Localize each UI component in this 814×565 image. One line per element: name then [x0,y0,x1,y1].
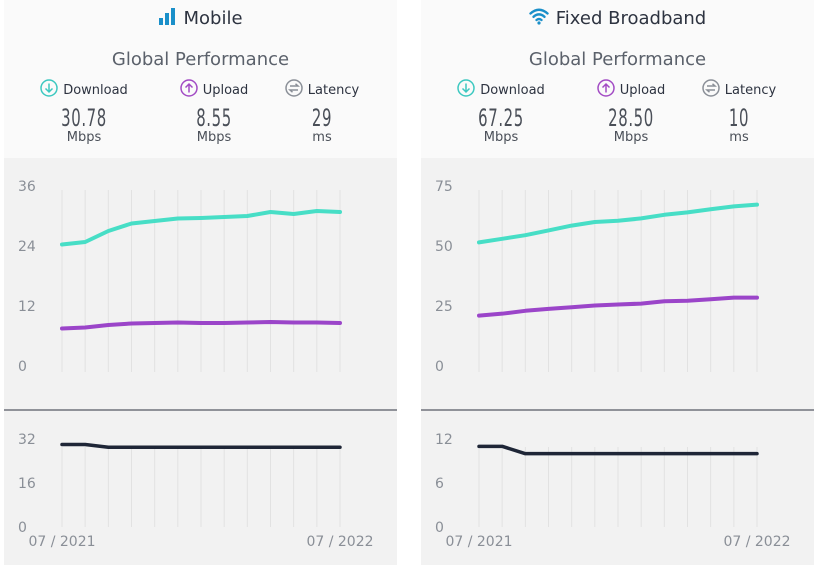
fixed-title: Fixed Broadband [421,5,814,31]
fixed-download-metric: Download 67.25 Mbps [441,79,561,145]
y-tick-label: 25 [435,299,453,315]
mobile-latency-metric: Latency 29 ms [262,79,382,145]
fixed-chart: 0 25 50 75 0 6 12 07 / 2021 07 / 2022 [421,179,814,550]
upload-value: 8.55 [196,104,232,132]
download-label: Download [480,82,545,98]
upload-series-line [60,320,342,331]
y-tick-label: 0 [18,520,27,536]
upload-label: Upload [202,82,249,98]
x-date-label-end: 07 / 2022 [723,534,790,550]
latency-label: Latency [307,82,360,98]
y-tick-label: 12 [18,299,36,315]
mobile-summary-card: Mobile Global Performance Download 30.78… [4,0,397,158]
latency-unit: ms [729,130,749,145]
upload-icon [179,79,198,101]
latency-value: 10 [728,104,750,132]
latency-series-line [60,442,342,449]
upload-label: Upload [619,82,666,98]
fixed-subtitle: Global Performance [528,49,707,70]
latency-icon [702,79,720,101]
y-tick-label: 6 [435,476,444,492]
y-tick-label: 12 [435,432,453,448]
y-tick-label: 36 [18,179,36,195]
download-series-line [60,209,342,247]
y-tick-label: 32 [18,432,36,448]
fixed-broadband-panel: Fixed Broadband Global Performance Downl… [421,0,814,565]
download-label: Download [63,82,128,98]
y-tick-label: 50 [435,239,453,255]
mobile-upload-metric: Upload 8.55 Mbps [154,79,274,145]
upload-icon [596,79,615,101]
download-value: 30.78 [61,104,107,132]
y-tick-label: 0 [435,359,444,375]
y-tick-label: 24 [18,239,36,255]
latency-icon [285,79,303,101]
mobile-chart: 0 12 24 36 0 16 32 07 / 2021 07 / 2022 [4,179,397,550]
fixed-upload-metric: Upload 28.50 Mbps [571,79,691,145]
download-icon [40,79,58,101]
x-date-label-end: 07 / 2022 [306,534,373,550]
download-icon [457,79,475,101]
mobile-download-metric: Download 30.78 Mbps [24,79,144,145]
y-tick-label: 75 [435,179,453,195]
x-date-label-start: 07 / 2021 [28,534,95,550]
download-series-line [477,202,759,245]
latency-value: 29 [311,104,333,132]
fixed-latency-metric: Latency 10 ms [679,79,799,145]
latency-series-line [477,444,759,456]
upload-series-line [477,295,759,318]
mobile-title-text: Mobile [183,7,243,29]
upload-unit: Mbps [613,130,649,145]
download-value: 67.25 [478,104,524,132]
latency-label: Latency [724,82,777,98]
mobile-panel: Mobile Global Performance Download 30.78… [4,0,397,565]
download-unit: Mbps [483,130,519,145]
signal-bars-icon [158,7,176,30]
download-unit: Mbps [66,130,102,145]
y-tick-label: 16 [18,476,36,492]
x-date-label-start: 07 / 2021 [445,534,512,550]
upload-unit: Mbps [196,130,232,145]
fixed-summary-card: Fixed Broadband Global Performance Downl… [421,0,814,158]
y-tick-label: 0 [18,359,27,375]
mobile-subtitle: Global Performance [111,49,290,70]
latency-unit: ms [312,130,332,145]
wifi-icon [529,7,549,30]
y-tick-label: 0 [435,520,444,536]
fixed-title-text: Fixed Broadband [555,7,707,29]
mobile-title: Mobile [4,5,397,31]
upload-value: 28.50 [608,104,654,132]
